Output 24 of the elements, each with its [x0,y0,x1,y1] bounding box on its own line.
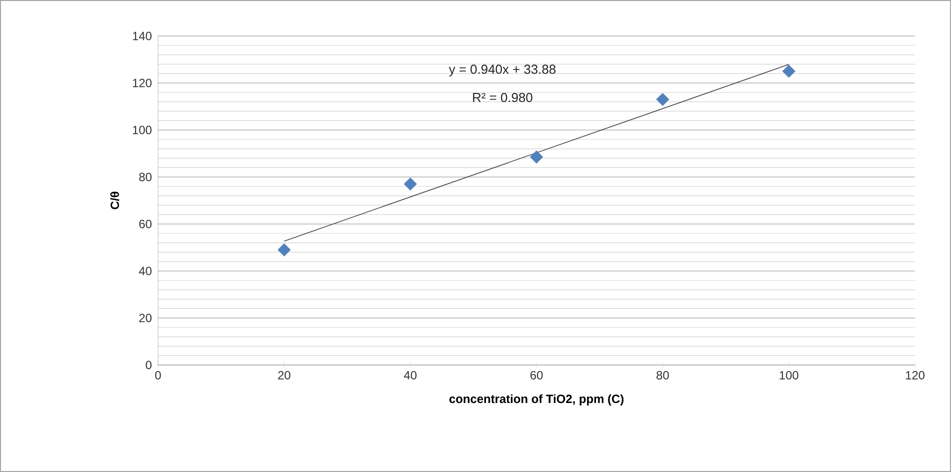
y-tick-label: 40 [138,266,152,276]
point [656,92,670,106]
x-axis-title: concentration of TiO2, ppm (C) [449,394,624,406]
x-tick-label: 60 [530,371,543,380]
annotation: y = 0.940x + 33.88 [448,64,556,76]
x-tick-label: 100 [780,371,798,380]
y-tick-label: 0 [146,360,152,370]
y-tick-label: 120 [132,78,152,88]
y-tick-label: 60 [139,220,152,228]
y-tick-label: 20 [139,314,152,322]
point [404,177,417,191]
x-tick-label: 80 [656,371,669,380]
x-tick-label: 120 [906,371,925,380]
y-tick-label: 100 [132,126,152,134]
x-tick-label: 20 [278,371,290,380]
point [530,150,544,164]
y-axis-title: C/θ [110,192,120,210]
y-tick-label: 140 [132,32,152,40]
point [278,243,291,256]
point [782,64,796,78]
y-tick-label: 80 [139,172,152,182]
annotation: R² = 0.980 [473,92,532,102]
x-tick-label: 40 [404,371,417,380]
x-tick-label: 0 [155,371,161,380]
